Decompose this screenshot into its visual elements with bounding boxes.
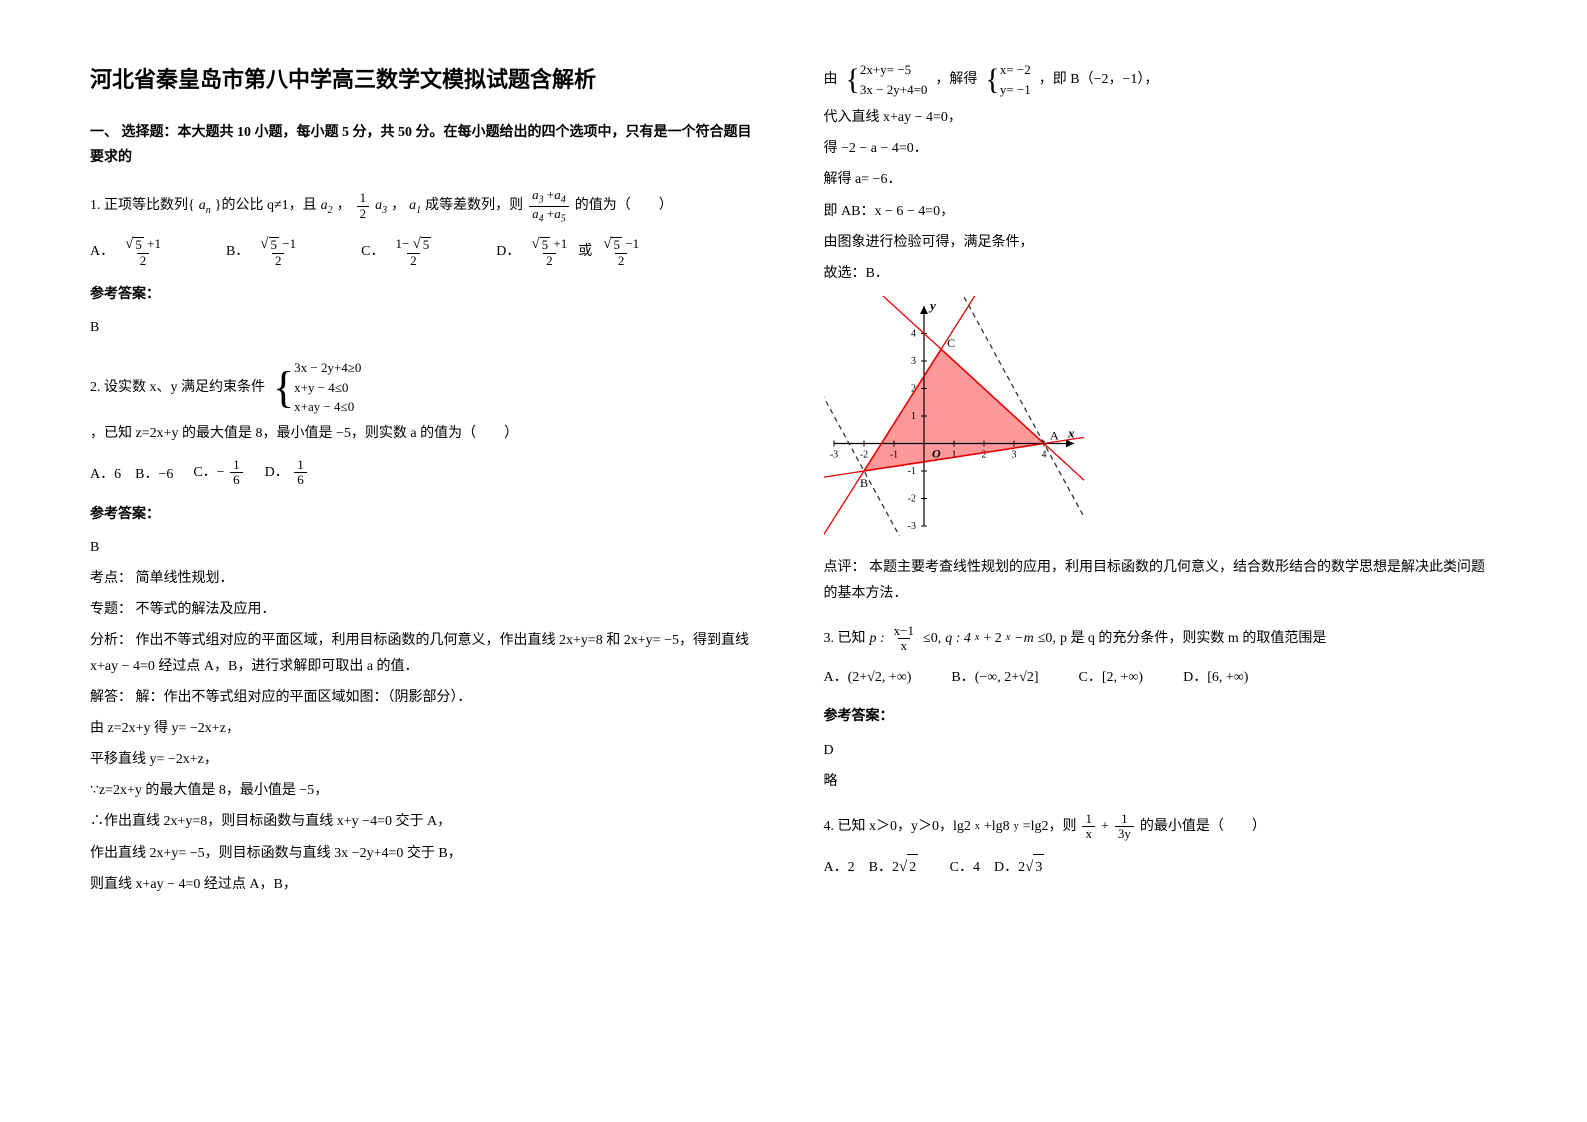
q1-text: 成等差数列，则 xyxy=(425,193,523,218)
q2-step: 解得 a= −6． xyxy=(824,167,1498,192)
q3-text: + 2 xyxy=(983,626,1001,651)
q3-frac: x−1 x xyxy=(891,624,917,654)
svg-text:-3: -3 xyxy=(829,450,837,461)
q2-fenxi: 分析： 作出不等式组对应的平面区域，利用目标函数的几何意义，作出直线 2x+y=… xyxy=(90,628,764,678)
q4-frac2: 13y xyxy=(1115,812,1134,842)
q4-text: + xyxy=(1101,814,1109,839)
svg-text:-2: -2 xyxy=(859,450,867,461)
q2-jieda: 解答： 解：作出不等式组对应的平面区域如图：（阴影部分）． xyxy=(90,685,764,710)
svg-text:1: 1 xyxy=(951,450,956,461)
q2-step: 得 −2 − a − 4=0． xyxy=(824,136,1498,161)
q1-a2: a2 xyxy=(321,193,333,220)
q4-options: A．2 B．22 C．4 D．23 xyxy=(824,854,1498,881)
svg-text:-3: -3 xyxy=(907,521,915,532)
q3-answer: D xyxy=(824,738,1498,763)
q1-a3: a3 xyxy=(375,193,387,220)
q3-q: q : 4 xyxy=(945,626,971,651)
q2-kaodian: 考点： 简单线性规划． xyxy=(90,566,764,591)
q4-text: +lg8 xyxy=(984,814,1010,839)
question-4: 4. 已知 x＞0，y＞0，lg2x +lg8y =lg2，则 1x + 13y… xyxy=(824,812,1498,842)
q2-step: 代入直线 x+ay − 4=0， xyxy=(824,105,1498,130)
answer-label: 参考答案： xyxy=(90,282,764,307)
q1-option-a: A． 5 +12 xyxy=(90,236,166,268)
answer-label: 参考答案： xyxy=(90,502,764,527)
svg-text:-1: -1 xyxy=(889,450,897,461)
q1-an: an xyxy=(199,193,211,220)
q2-option-ab: A．6 B．−6 xyxy=(90,462,173,487)
q1-half: 1 2 xyxy=(357,191,370,221)
svg-text:y: y xyxy=(928,298,936,313)
svg-text:3: 3 xyxy=(911,356,916,367)
q2-step: 平移直线 y= −2x+z， xyxy=(90,747,764,772)
q2-step: 作出直线 2x+y= −5，则目标函数与直线 3x −2y+4=0 交于 B， xyxy=(90,841,764,866)
q1-text: 的值为（ ） xyxy=(575,193,673,218)
q2-answer: B xyxy=(90,535,764,560)
q2-step: 故选：B． xyxy=(824,261,1498,286)
q2-dianping: 点评： 本题主要考查线性规划的应用，利用目标函数的几何意义，结合数形结合的数学思… xyxy=(824,555,1498,605)
q3-lue: 略 xyxy=(824,769,1498,794)
svg-text:2: 2 xyxy=(981,450,986,461)
q2-zhuanti: 专题： 不等式的解法及应用． xyxy=(90,597,764,622)
q2-option-d: D． 16 xyxy=(265,458,309,488)
q4-option-ab: A．2 B．22 C．4 D．23 xyxy=(824,854,1045,881)
q2-step: 由图象进行检验可得，满足条件， xyxy=(824,230,1498,255)
q2-option-c: C．− 16 xyxy=(193,458,244,488)
q4-frac1: 1x xyxy=(1082,812,1095,842)
q1-answer: B xyxy=(90,315,764,340)
q3-options: A．(2+√2, +∞) B．(−∞, 2+√2] C．[2, +∞) D．[6… xyxy=(824,665,1498,690)
q2-step: ∵z=2x+y 的最大值是 8，最小值是 −5， xyxy=(90,778,764,803)
q1-text: 1. 正项等比数列{ xyxy=(90,193,195,218)
q3-option-b: B．(−∞, 2+√2] xyxy=(951,665,1038,690)
q4-text: 4. 已知 x＞0，y＞0，lg2 xyxy=(824,814,971,839)
svg-text:C: C xyxy=(947,336,955,350)
q3-option-c: C．[2, +∞) xyxy=(1079,665,1144,690)
svg-text:x: x xyxy=(1067,426,1075,441)
q3-option-a: A．(2+√2, +∞) xyxy=(824,665,912,690)
page-title: 河北省秦皇岛市第八中学高三数学文模拟试题含解析 xyxy=(90,60,764,100)
q1-text: ， xyxy=(337,193,351,218)
q2-text: ，已知 z=2x+y 的最大值是 8，最小值是 −5，则实数 a 的值为（ ） xyxy=(90,421,518,446)
q1-option-b: B． 5 −12 xyxy=(226,236,301,268)
q1-ratio: a3 +a4 a4 +a5 xyxy=(529,188,569,224)
svg-text:1: 1 xyxy=(911,411,916,422)
q2-constraints: { 3x − 2y+4≥0 x+y − 4≤0 x+ay − 4≤0 xyxy=(273,358,361,417)
q2-text: 2. 设实数 x、y 满足约束条件 xyxy=(90,375,265,400)
section-heading: 一、 选择题：本大题共 10 小题，每小题 5 分，共 50 分。在每小题给出的… xyxy=(90,120,764,170)
q1-text: }的公比 q≠1，且 xyxy=(215,193,317,218)
q3-text: ≤0, xyxy=(1038,626,1056,651)
question-3: 3. 已知 p : x−1 x ≤0, q : 4x + 2x −m ≤0, p… xyxy=(824,624,1498,654)
q4-text: =lg2，则 xyxy=(1023,814,1077,839)
q3-option-d: D．[6, +∞) xyxy=(1183,665,1248,690)
q1-options: A． 5 +12 B． 5 −12 C． 1− 52 D． 5 +12 或 5 … xyxy=(90,236,764,268)
q3-text: 3. 已知 xyxy=(824,626,866,651)
svg-text:O: O xyxy=(932,447,941,461)
svg-text:A: A xyxy=(1050,429,1059,443)
svg-text:-1: -1 xyxy=(907,466,915,477)
q3-text: p 是 q 的充分条件，则实数 m 的取值范围是 xyxy=(1060,626,1326,651)
q2-graph: -3-2-11234-3-2-11234OxyABC xyxy=(824,296,1498,545)
q2-step: 由 z=2x+y 得 y= −2x+z， xyxy=(90,716,764,741)
q1-text: ， xyxy=(391,193,405,218)
linear-programming-chart: -3-2-11234-3-2-11234OxyABC xyxy=(824,296,1084,536)
svg-text:3: 3 xyxy=(1011,450,1016,461)
q2-continued: 由 { 2x+y= −5 3x − 2y+4=0 ，解得 { x= −2 y= … xyxy=(824,60,1498,99)
svg-text:4: 4 xyxy=(911,329,916,340)
q2-step: 即 AB：x − 6 − 4=0， xyxy=(824,199,1498,224)
question-2: 2. 设实数 x、y 满足约束条件 { 3x − 2y+4≥0 x+y − 4≤… xyxy=(90,358,764,446)
svg-text:4: 4 xyxy=(1041,450,1046,461)
question-1: 1. 正项等比数列{ an }的公比 q≠1，且 a2 ， 1 2 a3 ， a… xyxy=(90,188,764,224)
q2-options: A．6 B．−6 C．− 16 D． 16 xyxy=(90,458,764,488)
q1-a1: a1 xyxy=(409,193,421,220)
q2-step: 则直线 x+ay − 4=0 经过点 A，B， xyxy=(90,872,764,897)
svg-text:-2: -2 xyxy=(907,494,915,505)
q3-text: −m xyxy=(1014,626,1034,651)
q3-p: p : xyxy=(870,626,885,651)
answer-label: 参考答案： xyxy=(824,704,1498,729)
svg-text:B: B xyxy=(860,476,868,490)
q4-text: 的最小值是（ ） xyxy=(1140,814,1266,839)
q1-option-d: D． 5 +12 或 5 −12 xyxy=(496,236,644,268)
q3-text: ≤0, xyxy=(923,626,941,651)
q2-step: ∴作出直线 2x+y=8，则目标函数与直线 x+y −4=0 交于 A， xyxy=(90,809,764,834)
q1-option-c: C． 1− 52 xyxy=(361,236,436,268)
